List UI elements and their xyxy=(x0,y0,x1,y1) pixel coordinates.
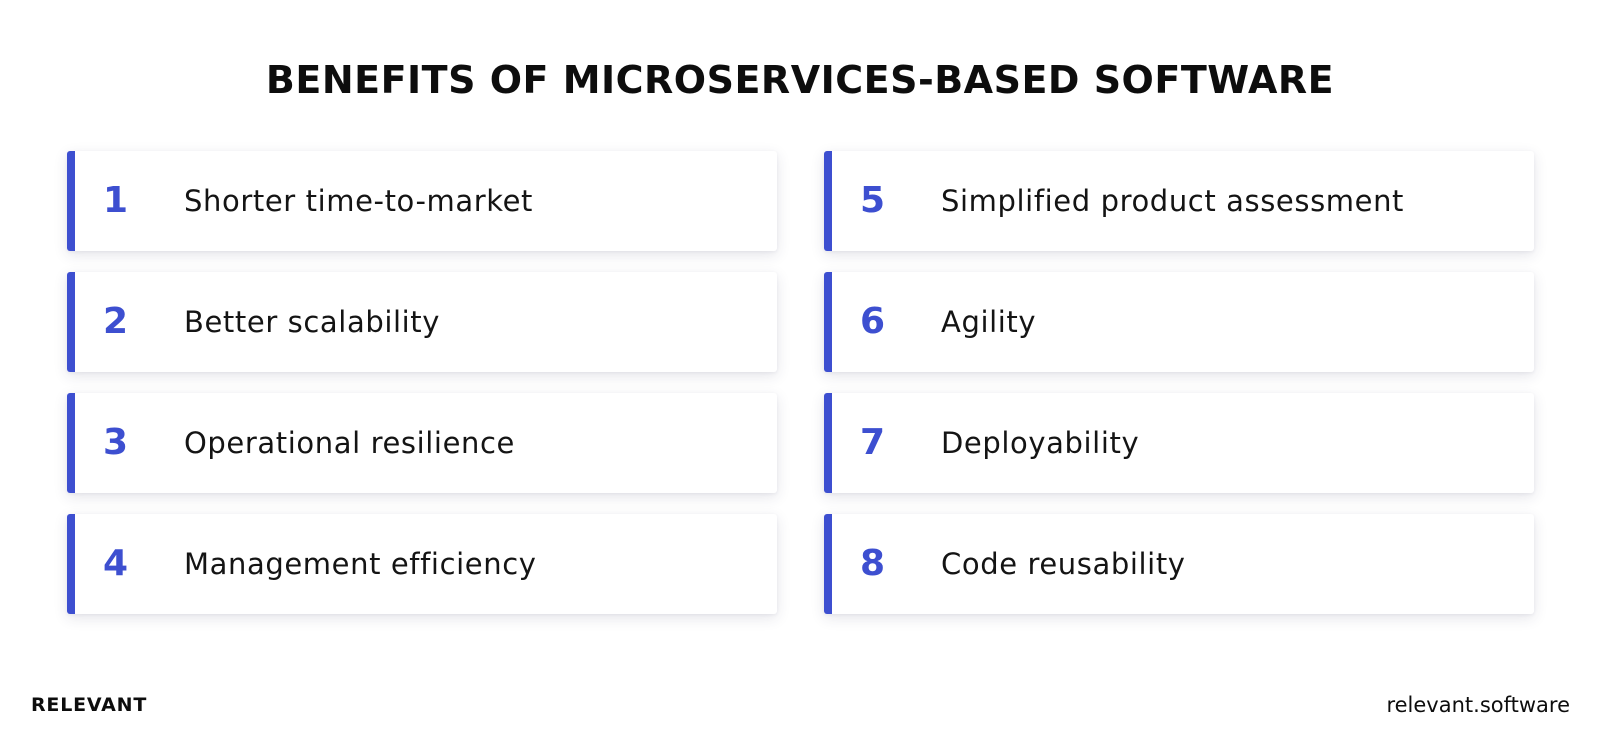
page-title: BENEFITS OF MICROSERVICES-BASED SOFTWARE xyxy=(265,58,1335,102)
benefit-label: Operational resilience xyxy=(184,426,515,460)
benefit-card-6: 6 Agility xyxy=(824,272,1534,372)
benefit-label: Simplified product assessment xyxy=(941,184,1405,218)
benefit-label: Better scalability xyxy=(184,305,441,339)
benefit-number: 8 xyxy=(860,543,886,584)
benefit-card-5: 5 Simplified product assessment xyxy=(824,151,1534,251)
benefit-number: 2 xyxy=(103,301,129,342)
benefit-number: 1 xyxy=(103,180,129,221)
benefit-label: Management efficiency xyxy=(184,547,537,581)
benefits-grid: 1 Shorter time-to-market 5 Simplified pr… xyxy=(67,151,1534,614)
benefit-card-2: 2 Better scalability xyxy=(67,272,777,372)
benefit-label: Deployability xyxy=(941,426,1140,460)
benefit-card-3: 3 Operational resilience xyxy=(67,393,777,493)
benefit-label: Code reusability xyxy=(941,547,1186,581)
benefit-number: 5 xyxy=(860,180,886,221)
website-text: relevant.software xyxy=(1386,693,1570,717)
benefit-card-8: 8 Code reusability xyxy=(824,514,1534,614)
benefit-number: 6 xyxy=(860,301,886,342)
benefit-number: 3 xyxy=(103,422,129,463)
brand-logo-text: RELEVANT xyxy=(31,694,148,716)
benefit-number: 4 xyxy=(103,543,129,584)
benefit-card-1: 1 Shorter time-to-market xyxy=(67,151,777,251)
benefit-card-7: 7 Deployability xyxy=(824,393,1534,493)
benefit-number: 7 xyxy=(860,422,886,463)
benefit-label: Shorter time-to-market xyxy=(184,184,534,218)
benefit-label: Agility xyxy=(941,305,1037,339)
benefit-card-4: 4 Management efficiency xyxy=(67,514,777,614)
